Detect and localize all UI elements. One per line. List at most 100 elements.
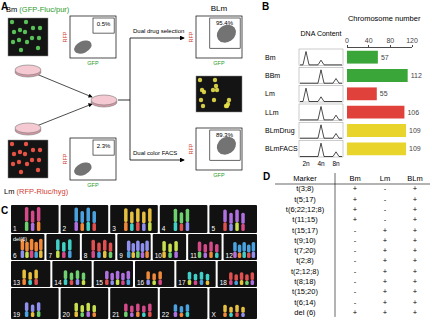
svg-text:t(9;10): t(9;10) — [294, 236, 316, 245]
svg-text:13: 13 — [13, 279, 21, 286]
svg-text:2n: 2n — [302, 160, 310, 167]
svg-text:LLm: LLm — [265, 109, 279, 116]
svg-text:t(11;15): t(11;15) — [292, 215, 318, 224]
svg-text:-: - — [354, 298, 357, 307]
svg-text:-: - — [354, 256, 357, 265]
svg-text:RFP: RFP — [188, 143, 194, 154]
svg-text:del(6): del(6) — [13, 236, 27, 242]
svg-text:6: 6 — [13, 252, 17, 259]
svg-text:112: 112 — [411, 72, 422, 79]
svg-text:t(5;17): t(5;17) — [294, 195, 316, 204]
svg-text:95.4%: 95.4% — [216, 20, 234, 26]
svg-text:GFP: GFP — [213, 172, 225, 178]
svg-text:40: 40 — [365, 37, 373, 44]
svg-text:9: 9 — [119, 252, 123, 259]
svg-text:RFP: RFP — [62, 31, 68, 42]
svg-text:2: 2 — [63, 225, 67, 232]
svg-text:+: + — [383, 267, 388, 276]
svg-text:+: + — [353, 184, 358, 193]
svg-text:19: 19 — [13, 311, 21, 318]
svg-text:+: + — [383, 256, 388, 265]
svg-text:-: - — [354, 236, 357, 245]
svg-text:55: 55 — [380, 90, 388, 97]
svg-text:GFP: GFP — [87, 60, 99, 66]
svg-text:BLm: BLm — [211, 4, 228, 13]
svg-text:-: - — [384, 215, 387, 224]
svg-text:Chromosome number: Chromosome number — [348, 14, 421, 23]
svg-text:4: 4 — [162, 225, 166, 232]
svg-text:17: 17 — [178, 279, 186, 286]
svg-text:109: 109 — [409, 127, 421, 134]
svg-text:+: + — [413, 246, 418, 255]
svg-text:+: + — [413, 195, 418, 204]
svg-text:0: 0 — [345, 37, 349, 44]
svg-text:+: + — [413, 256, 418, 265]
svg-text:8n: 8n — [332, 160, 340, 167]
svg-text:14: 14 — [54, 279, 62, 286]
svg-text:7: 7 — [48, 252, 52, 259]
svg-text:80: 80 — [386, 37, 394, 44]
svg-text:-: - — [354, 287, 357, 296]
svg-text:t(3;8): t(3;8) — [296, 184, 314, 193]
svg-text:89.3%: 89.3% — [216, 132, 234, 138]
svg-text:t(2;8): t(2;8) — [296, 256, 314, 265]
svg-text:Dual color FACS: Dual color FACS — [133, 150, 177, 156]
svg-text:RFP: RFP — [188, 31, 194, 42]
svg-text:t(2;12;8): t(2;12;8) — [291, 267, 319, 276]
svg-text:120: 120 — [406, 37, 418, 44]
svg-text:Lm (RFP-Rluc/hyg): Lm (RFP-Rluc/hyg) — [4, 187, 69, 196]
svg-text:D: D — [263, 171, 270, 182]
svg-text:+: + — [413, 215, 418, 224]
svg-text:109: 109 — [409, 145, 421, 152]
svg-text:+: + — [413, 226, 418, 235]
svg-text:+: + — [353, 215, 358, 224]
svg-text:16: 16 — [137, 279, 145, 286]
svg-text:+: + — [413, 308, 418, 317]
svg-text:4n: 4n — [317, 160, 325, 167]
svg-text:+: + — [413, 236, 418, 245]
svg-text:C: C — [1, 205, 8, 216]
svg-text:RFP: RFP — [62, 153, 68, 164]
svg-text:+: + — [413, 287, 418, 296]
svg-text:Lm: Lm — [265, 90, 275, 97]
svg-text:3: 3 — [112, 225, 116, 232]
svg-text:11: 11 — [190, 252, 197, 259]
svg-text:Dual drug selection: Dual drug selection — [133, 28, 184, 34]
svg-text:-: - — [354, 246, 357, 255]
svg-text:Bm: Bm — [349, 174, 360, 183]
svg-text:Bm (GFP-Fluc/pur): Bm (GFP-Fluc/pur) — [6, 5, 70, 14]
svg-text:Marker: Marker — [293, 174, 317, 183]
svg-text:del (6): del (6) — [294, 308, 316, 317]
svg-text:+: + — [413, 205, 418, 214]
svg-text:+: + — [353, 195, 358, 204]
svg-text:t(15;20): t(15;20) — [292, 287, 318, 296]
svg-text:t(6;14): t(6;14) — [294, 298, 316, 307]
svg-text:X: X — [211, 311, 216, 318]
svg-text:-: - — [354, 226, 357, 235]
svg-text:t(6;22;12;8): t(6;22;12;8) — [286, 205, 325, 214]
svg-text:+: + — [383, 246, 388, 255]
svg-text:+: + — [413, 277, 418, 286]
svg-text:+: + — [383, 236, 388, 245]
svg-text:8: 8 — [84, 252, 88, 259]
svg-text:18: 18 — [220, 279, 228, 286]
svg-text:-: - — [384, 184, 387, 193]
svg-text:DNA Content: DNA Content — [301, 30, 342, 37]
svg-text:+: + — [413, 267, 418, 276]
svg-text:+: + — [383, 277, 388, 286]
svg-text:BLm: BLm — [407, 174, 422, 183]
svg-text:-: - — [354, 267, 357, 276]
svg-text:10: 10 — [155, 252, 163, 259]
svg-text:22: 22 — [162, 311, 170, 318]
svg-text:t(7;20): t(7;20) — [294, 246, 316, 255]
svg-text:B: B — [262, 1, 269, 12]
svg-text:Bm: Bm — [265, 54, 276, 61]
svg-text:GFP: GFP — [213, 60, 225, 66]
svg-text:20: 20 — [63, 311, 71, 318]
svg-text:-: - — [354, 277, 357, 286]
svg-text:1: 1 — [13, 225, 17, 232]
svg-text:15: 15 — [96, 279, 104, 286]
svg-text:57: 57 — [381, 54, 389, 61]
svg-text:BLmDrug: BLmDrug — [265, 127, 295, 135]
svg-text:12: 12 — [226, 252, 234, 259]
